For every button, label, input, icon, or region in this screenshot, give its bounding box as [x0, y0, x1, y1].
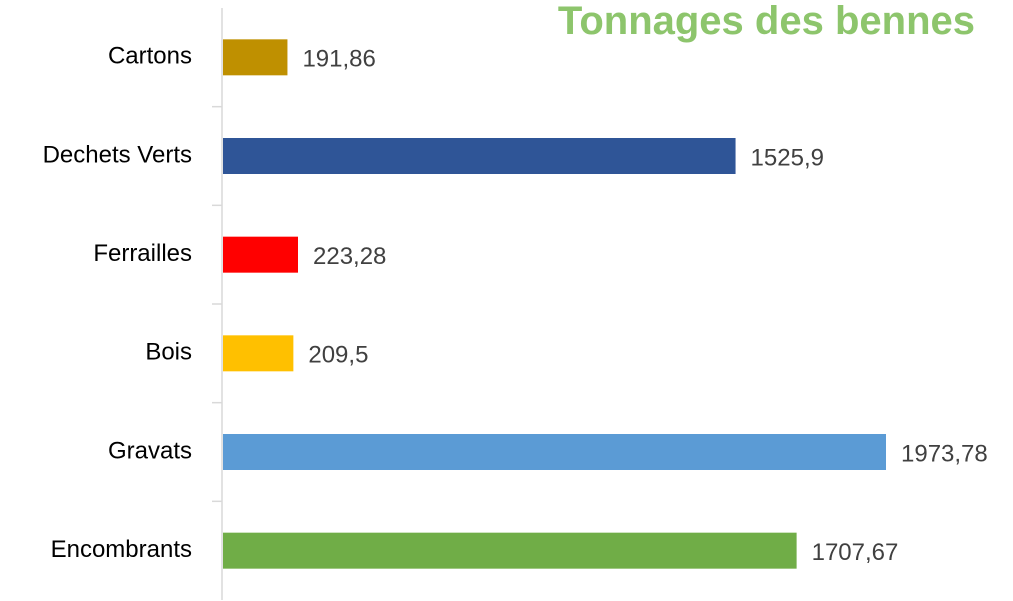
category-label: Dechets Verts	[43, 141, 192, 168]
category-label: Cartons	[108, 43, 192, 70]
value-label: 209,5	[308, 342, 368, 369]
bar	[223, 434, 886, 470]
bar	[223, 335, 294, 372]
category-label: Gravats	[108, 437, 192, 464]
value-label: 1525,9	[751, 144, 824, 171]
value-label: 1973,78	[901, 440, 988, 467]
category-label: Bois	[145, 339, 192, 366]
bar	[223, 39, 288, 76]
chart-title: Tonnages des bennes	[558, 0, 975, 43]
category-label: Encombrants	[51, 536, 192, 563]
value-label: 223,28	[313, 243, 386, 270]
value-label: 1707,67	[812, 539, 899, 566]
bar	[223, 236, 299, 273]
bar	[223, 532, 797, 569]
value-label: 191,86	[302, 46, 375, 73]
category-label: Ferrailles	[93, 240, 192, 267]
bar	[223, 138, 736, 174]
